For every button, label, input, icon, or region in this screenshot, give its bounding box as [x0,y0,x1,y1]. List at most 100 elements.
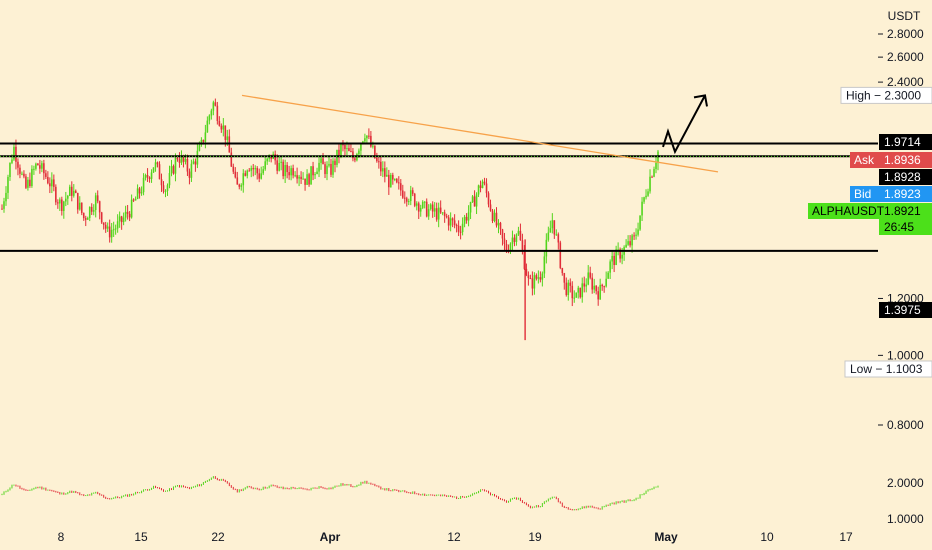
candle-body [577,287,580,293]
candle-body [396,179,398,183]
candle-body [336,149,338,165]
last-price-label-box [808,203,879,219]
candle-body [41,163,43,169]
candle-body [366,135,368,139]
candle-body [31,168,33,186]
candle-body [164,190,167,192]
level-top-tag: 1.9714 [879,134,932,150]
time-axis[interactable]: 8 15 22 Apr 12 19 May 10 17 [58,530,853,544]
projection-arrow[interactable] [662,94,706,155]
candle-body [240,185,243,187]
candle-body [497,222,500,226]
candle-body [380,161,382,172]
candle-body [591,277,594,290]
candle-body [308,174,310,185]
trendline[interactable] [241,94,719,173]
candle-body [589,272,592,278]
candle-body [453,220,456,225]
candle-body [533,275,536,289]
candle-body [184,158,187,162]
candle-body [226,136,229,140]
candle-body [493,212,496,221]
candle-body [112,229,115,231]
last-price-countdown: 26:45 [884,220,914,234]
candle-body [537,277,540,279]
currency-label: USDT [888,9,921,23]
candle-body [180,155,183,163]
candle-body [76,192,79,210]
candle-body [17,161,19,168]
candle-body [569,282,572,286]
time-tick-label: 22 [211,530,225,544]
candle-body [198,144,201,151]
horizontal-levels[interactable] [0,142,878,252]
candle-body [439,207,442,213]
candle-body [411,190,414,194]
candle-body [204,132,207,142]
candle-body [629,241,631,246]
candle-body [92,210,95,212]
candle-body [423,201,426,203]
candle-body [120,216,123,223]
candle-body [613,255,615,265]
candle-body [633,235,635,237]
candle-body [362,141,364,144]
candle-body [67,195,69,199]
candle-body [607,272,609,279]
bid-tag-label-box [850,186,879,202]
support-tag-value: 1.3975 [884,303,921,317]
candle-body [290,168,292,176]
price-tick-label: 2.6000 [887,50,924,64]
candle-body [485,183,488,194]
candle-body [136,188,139,199]
candle-body [292,168,294,176]
candle-body [378,161,380,163]
candle-body [535,275,538,279]
candle-body [45,173,47,177]
candle-body [565,282,568,295]
high-tag-text: High − 2.3000 [846,88,921,102]
candle-body [407,201,410,203]
candle-body [421,201,424,208]
ask-tag-value: 1.8936 [884,153,921,167]
last-price-tag: 1.8921 26:45 ALPHAUSDT [808,203,932,235]
candle-body [196,150,199,165]
candle-body [72,190,75,196]
candle-body [431,204,434,212]
candle-body [222,125,225,130]
time-tick-label: 17 [839,530,853,544]
candle-body [132,199,135,201]
candle-body [344,144,346,150]
candle-body [487,193,490,205]
candle-body [244,173,247,176]
candle-body [386,174,388,177]
candle-body [645,195,647,198]
candle-body [23,173,25,177]
candle-body [15,146,17,162]
candle-body [559,242,562,268]
candle-body [302,178,304,180]
candle-body [563,273,566,283]
candle-body [571,285,574,299]
level-top-tag-value: 1.9714 [884,135,921,149]
price-tick-label: 2.8000 [887,27,924,41]
candle-body [583,283,586,287]
candle-body [481,181,484,189]
candle-body [531,278,534,289]
candle-body [168,173,171,186]
candle-body [334,160,336,165]
candle-body [509,243,512,252]
candle-body [392,174,394,180]
time-tick-label: 15 [134,530,148,544]
candle-body [332,160,334,175]
candle-body [194,161,197,165]
candle-body [114,228,117,230]
candle-body [276,160,278,171]
candle-body [232,166,235,172]
candle-body [382,168,384,172]
candle-body [621,254,623,259]
candle-body [543,256,546,274]
candle-body [643,197,645,202]
candle-body [465,216,468,221]
